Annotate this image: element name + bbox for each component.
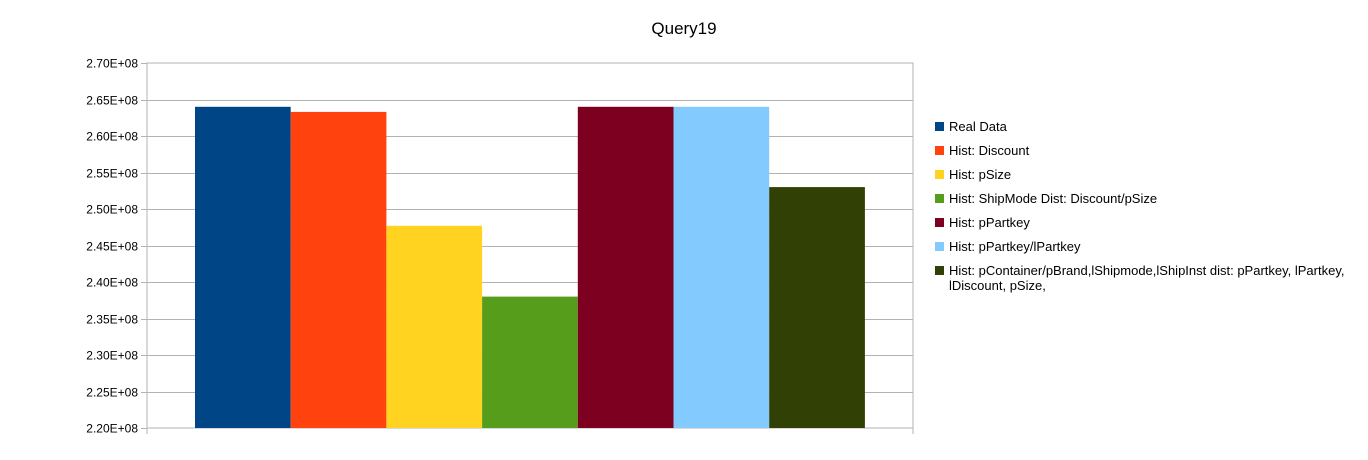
legend-swatch <box>935 122 944 131</box>
bar-6 <box>673 106 770 429</box>
y-tick-label: 2.60E+08 <box>86 130 138 144</box>
legend-item: Hist: pSize <box>935 167 1360 182</box>
legend-swatch <box>935 194 944 203</box>
bar-1 <box>195 106 291 429</box>
bar-7 <box>769 187 865 428</box>
legend-swatch <box>935 266 944 275</box>
legend-swatch <box>935 218 944 227</box>
y-tick-label: 2.20E+08 <box>86 422 138 436</box>
legend-item: Hist: ShipMode Dist: Discount/pSize <box>935 191 1360 206</box>
bar-5 <box>577 106 674 429</box>
legend-item: Hist: pPartkey/lPartkey <box>935 239 1360 254</box>
legend-label: Hist: pPartkey/lPartkey <box>949 239 1081 254</box>
y-tick-label: 2.50E+08 <box>86 203 138 217</box>
y-tick-label: 2.45E+08 <box>86 240 138 254</box>
y-tick-label: 2.30E+08 <box>86 349 138 363</box>
legend-item: Hist: pPartkey <box>935 215 1360 230</box>
legend-swatch <box>935 146 944 155</box>
legend-item: Hist: pContainer/pBrand,lShipmode,lShipI… <box>935 263 1360 293</box>
legend-label: Hist: pSize <box>949 167 1012 182</box>
legend-swatch <box>935 242 944 251</box>
legend-label: Hist: pPartkey <box>949 215 1030 230</box>
y-tick-label: 2.25E+08 <box>86 386 138 400</box>
bar-4 <box>482 296 578 428</box>
legend-label: Hist: pContainer/pBrand,lShipmode,lShipI… <box>949 263 1345 293</box>
legend-label: Hist: ShipMode Dist: Discount/pSize <box>949 191 1158 206</box>
legend-item: Real Data <box>935 119 1360 134</box>
y-tick-label: 2.35E+08 <box>86 313 138 327</box>
legend-label: Real Data <box>949 119 1007 134</box>
legend-item: Hist: Discount <box>935 143 1360 158</box>
bar-3 <box>386 225 483 428</box>
y-tick-label: 2.40E+08 <box>86 276 138 290</box>
y-tick-label: 2.70E+08 <box>86 57 138 71</box>
y-tick-label: 2.55E+08 <box>86 167 138 181</box>
legend-swatch <box>935 170 944 179</box>
chart-title: Query19 <box>651 19 717 38</box>
bar-2 <box>290 111 387 428</box>
legend-label: Hist: Discount <box>949 143 1030 158</box>
y-tick-label: 2.65E+08 <box>86 94 138 108</box>
chart-legend: Real Data Hist: Discount Hist: pSize Hist: … <box>935 119 1360 302</box>
